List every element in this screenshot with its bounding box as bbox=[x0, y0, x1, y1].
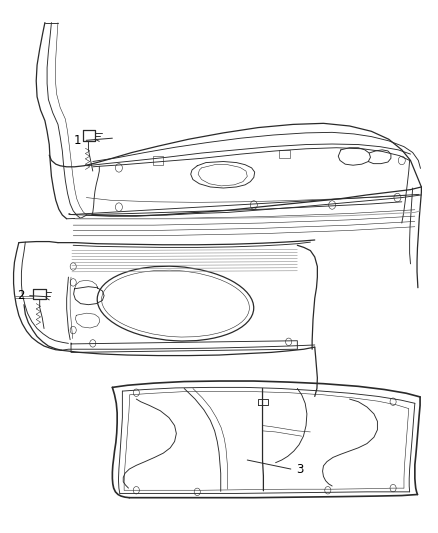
Text: 3: 3 bbox=[296, 463, 303, 475]
Bar bbox=[153, 156, 163, 165]
Bar bbox=[279, 150, 290, 158]
Text: 2: 2 bbox=[17, 289, 25, 302]
Text: 1: 1 bbox=[74, 134, 81, 147]
